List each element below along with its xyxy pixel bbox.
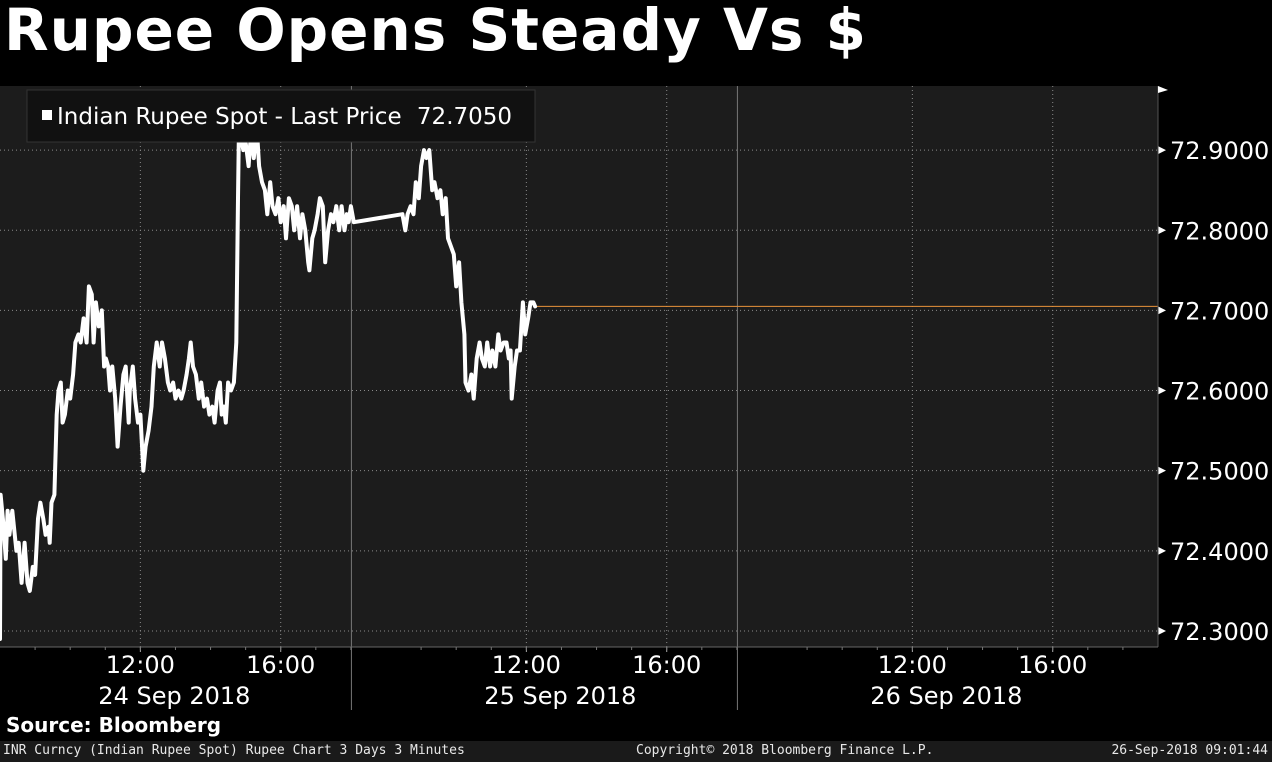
footer-copyright: Copyright© 2018 Bloomberg Finance L.P. bbox=[636, 743, 934, 758]
y-tick-label: 72.9000 bbox=[1170, 137, 1269, 165]
legend-series-name: Indian Rupee Spot - Last Price bbox=[57, 104, 402, 130]
x-tick-label: 12:00 bbox=[106, 651, 175, 679]
y-tick-marker bbox=[1158, 146, 1166, 155]
x-axis: 12:00 24 Sep 2018 16:00 12:00 25 Sep 2018 16:… bbox=[0, 646, 1158, 710]
legend: Indian Rupee Spot - Last Price 72.7050 bbox=[26, 89, 536, 143]
y-axis: 72.3000 72.4000 72.5000 72.6000 72.7000 72.80… bbox=[1157, 86, 1269, 647]
y-tick-marker bbox=[1158, 626, 1166, 635]
plot-background bbox=[0, 86, 1158, 647]
legend-series-label: Indian Rupee Spot - Last Price 72.7050 bbox=[57, 104, 512, 130]
x-tick-label: 12:00 bbox=[492, 651, 561, 679]
source-label: Source: Bloomberg bbox=[6, 713, 222, 737]
x-tick-label: 16:00 bbox=[632, 651, 701, 679]
y-tick-marker bbox=[1158, 226, 1166, 235]
x-tick-label: 16:00 bbox=[246, 651, 315, 679]
y-tick-label: 72.5000 bbox=[1170, 458, 1269, 486]
x-date-label: 24 Sep 2018 bbox=[98, 682, 250, 710]
x-date-label: 25 Sep 2018 bbox=[484, 682, 636, 710]
x-tick-label: 16:00 bbox=[1018, 651, 1087, 679]
y-tick-marker bbox=[1158, 306, 1166, 315]
x-date-label: 26 Sep 2018 bbox=[870, 682, 1022, 710]
y-tick-label: 72.7000 bbox=[1170, 297, 1269, 325]
y-tick-marker bbox=[1158, 546, 1166, 555]
y-tick-label: 72.8000 bbox=[1170, 217, 1269, 245]
footer-timestamp: 26-Sep-2018 09:01:44 bbox=[1111, 743, 1268, 758]
legend-last-value: 72.7050 bbox=[417, 104, 512, 130]
footer-ticker-description: INR Curncy (Indian Rupee Spot) Rupee Cha… bbox=[3, 743, 465, 758]
legend-swatch bbox=[42, 110, 52, 120]
footer-bar bbox=[0, 741, 1272, 762]
y-tick-marker bbox=[1158, 466, 1166, 475]
chart-headline: Rupee Opens Steady Vs $ bbox=[4, 0, 867, 64]
y-tick-marker bbox=[1158, 386, 1166, 395]
legend-box bbox=[26, 89, 536, 143]
y-tick-label: 72.3000 bbox=[1170, 618, 1269, 646]
day-boundaries bbox=[350, 86, 738, 710]
y-axis-arrow bbox=[1158, 86, 1168, 93]
gridlines bbox=[0, 86, 1158, 647]
y-tick-label: 72.6000 bbox=[1170, 378, 1269, 406]
x-tick-label: 12:00 bbox=[878, 651, 947, 679]
y-tick-label: 72.4000 bbox=[1170, 538, 1269, 566]
